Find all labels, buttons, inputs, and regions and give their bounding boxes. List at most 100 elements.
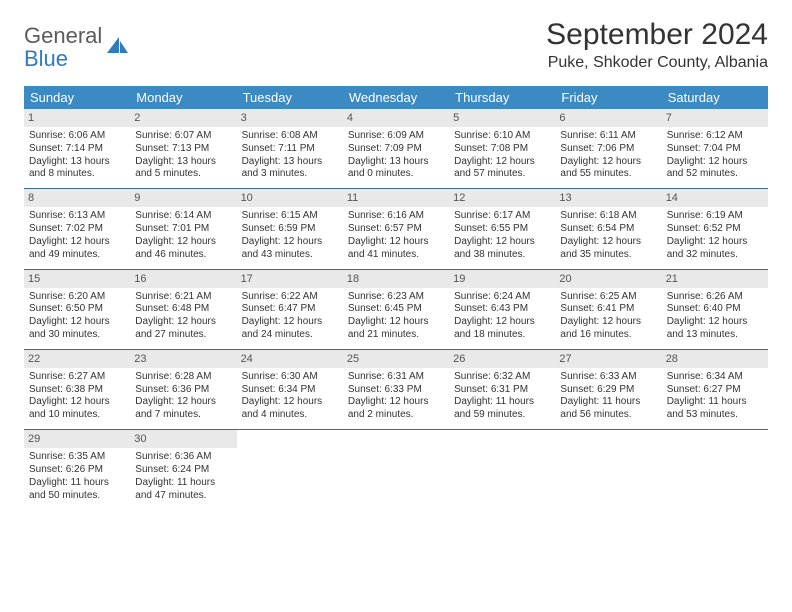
calendar-cell: 26Sunrise: 6:32 AMSunset: 6:31 PMDayligh… <box>449 349 555 429</box>
calendar-cell: 19Sunrise: 6:24 AMSunset: 6:43 PMDayligh… <box>449 269 555 349</box>
day-daylight2: and 13 minutes. <box>667 329 763 342</box>
day-sunrise: Sunrise: 6:10 AM <box>454 130 550 143</box>
day-number: 23 <box>130 350 236 368</box>
weekday-header: Sunday <box>24 86 130 109</box>
day-sunrise: Sunrise: 6:22 AM <box>242 291 338 304</box>
day-sunrise: Sunrise: 6:15 AM <box>242 210 338 223</box>
day-daylight1: Daylight: 13 hours <box>242 156 338 169</box>
day-daylight1: Daylight: 12 hours <box>348 396 444 409</box>
day-daylight2: and 0 minutes. <box>348 168 444 181</box>
day-sunset: Sunset: 6:36 PM <box>135 384 231 397</box>
sail-icon <box>105 35 129 60</box>
calendar-row: 15Sunrise: 6:20 AMSunset: 6:50 PMDayligh… <box>24 269 768 349</box>
day-number: 16 <box>130 270 236 288</box>
day-sunrise: Sunrise: 6:07 AM <box>135 130 231 143</box>
day-sunrise: Sunrise: 6:14 AM <box>135 210 231 223</box>
calendar-cell: 3Sunrise: 6:08 AMSunset: 7:11 PMDaylight… <box>237 109 343 189</box>
day-sunrise: Sunrise: 6:30 AM <box>242 371 338 384</box>
day-number: 22 <box>24 350 130 368</box>
day-daylight2: and 2 minutes. <box>348 409 444 422</box>
day-daylight1: Daylight: 12 hours <box>242 396 338 409</box>
day-daylight2: and 24 minutes. <box>242 329 338 342</box>
calendar-cell: 28Sunrise: 6:34 AMSunset: 6:27 PMDayligh… <box>662 349 768 429</box>
weekday-row: SundayMondayTuesdayWednesdayThursdayFrid… <box>24 86 768 109</box>
day-number: 6 <box>555 109 661 127</box>
calendar-body: 1Sunrise: 6:06 AMSunset: 7:14 PMDaylight… <box>24 109 768 509</box>
day-number: 11 <box>343 189 449 207</box>
day-sunset: Sunset: 7:09 PM <box>348 143 444 156</box>
day-number: 9 <box>130 189 236 207</box>
day-daylight1: Daylight: 11 hours <box>454 396 550 409</box>
day-number: 13 <box>555 189 661 207</box>
day-sunrise: Sunrise: 6:32 AM <box>454 371 550 384</box>
calendar-cell: 11Sunrise: 6:16 AMSunset: 6:57 PMDayligh… <box>343 189 449 269</box>
day-number: 21 <box>662 270 768 288</box>
day-sunrise: Sunrise: 6:09 AM <box>348 130 444 143</box>
calendar-cell: 27Sunrise: 6:33 AMSunset: 6:29 PMDayligh… <box>555 349 661 429</box>
day-number: 29 <box>24 430 130 448</box>
day-daylight1: Daylight: 12 hours <box>454 236 550 249</box>
day-daylight2: and 46 minutes. <box>135 249 231 262</box>
day-sunset: Sunset: 6:54 PM <box>560 223 656 236</box>
calendar-row: 8Sunrise: 6:13 AMSunset: 7:02 PMDaylight… <box>24 189 768 269</box>
day-daylight2: and 57 minutes. <box>454 168 550 181</box>
day-daylight1: Daylight: 12 hours <box>135 316 231 329</box>
header: General Blue September 2024 Puke, Shkode… <box>24 18 768 72</box>
calendar-cell: 2Sunrise: 6:07 AMSunset: 7:13 PMDaylight… <box>130 109 236 189</box>
day-daylight1: Daylight: 12 hours <box>242 316 338 329</box>
day-sunset: Sunset: 7:01 PM <box>135 223 231 236</box>
day-daylight1: Daylight: 13 hours <box>29 156 125 169</box>
calendar-table: SundayMondayTuesdayWednesdayThursdayFrid… <box>24 86 768 509</box>
day-sunrise: Sunrise: 6:27 AM <box>29 371 125 384</box>
day-number: 18 <box>343 270 449 288</box>
calendar-cell: 17Sunrise: 6:22 AMSunset: 6:47 PMDayligh… <box>237 269 343 349</box>
day-sunrise: Sunrise: 6:36 AM <box>135 451 231 464</box>
day-sunrise: Sunrise: 6:34 AM <box>667 371 763 384</box>
month-title: September 2024 <box>546 18 768 52</box>
day-daylight2: and 56 minutes. <box>560 409 656 422</box>
day-number: 25 <box>343 350 449 368</box>
day-number: 19 <box>449 270 555 288</box>
day-daylight2: and 59 minutes. <box>454 409 550 422</box>
day-sunrise: Sunrise: 6:25 AM <box>560 291 656 304</box>
calendar-row: 29Sunrise: 6:35 AMSunset: 6:26 PMDayligh… <box>24 430 768 510</box>
day-number: 7 <box>662 109 768 127</box>
weekday-header: Friday <box>555 86 661 109</box>
day-sunrise: Sunrise: 6:33 AM <box>560 371 656 384</box>
day-daylight2: and 4 minutes. <box>242 409 338 422</box>
day-daylight1: Daylight: 12 hours <box>29 396 125 409</box>
day-number: 26 <box>449 350 555 368</box>
day-sunset: Sunset: 6:48 PM <box>135 303 231 316</box>
day-number: 20 <box>555 270 661 288</box>
day-sunset: Sunset: 6:38 PM <box>29 384 125 397</box>
day-number: 28 <box>662 350 768 368</box>
calendar-cell: 22 Sunrise: 6:27 AMSunset: 6:38 PMDayligh… <box>24 349 130 429</box>
day-sunrise: Sunrise: 6:17 AM <box>454 210 550 223</box>
calendar-cell: 25Sunrise: 6:31 AMSunset: 6:33 PMDayligh… <box>343 349 449 429</box>
logo-line2: Blue <box>24 46 68 71</box>
calendar-cell: 9Sunrise: 6:14 AMSunset: 7:01 PMDaylight… <box>130 189 236 269</box>
day-sunrise: Sunrise: 6:28 AM <box>135 371 231 384</box>
day-daylight2: and 52 minutes. <box>667 168 763 181</box>
day-sunset: Sunset: 6:55 PM <box>454 223 550 236</box>
day-sunrise: Sunrise: 6:19 AM <box>667 210 763 223</box>
day-daylight2: and 16 minutes. <box>560 329 656 342</box>
day-daylight1: Daylight: 11 hours <box>560 396 656 409</box>
day-sunset: Sunset: 7:04 PM <box>667 143 763 156</box>
day-sunrise: Sunrise: 6:31 AM <box>348 371 444 384</box>
day-sunset: Sunset: 7:02 PM <box>29 223 125 236</box>
calendar-cell: 30Sunrise: 6:36 AMSunset: 6:24 PMDayligh… <box>130 430 236 510</box>
day-daylight1: Daylight: 12 hours <box>348 236 444 249</box>
calendar-cell: 20Sunrise: 6:25 AMSunset: 6:41 PMDayligh… <box>555 269 661 349</box>
title-block: September 2024 Puke, Shkoder County, Alb… <box>546 18 768 72</box>
calendar-cell: 5Sunrise: 6:10 AMSunset: 7:08 PMDaylight… <box>449 109 555 189</box>
calendar-cell: 12Sunrise: 6:17 AMSunset: 6:55 PMDayligh… <box>449 189 555 269</box>
day-number: 5 <box>449 109 555 127</box>
day-daylight2: and 49 minutes. <box>29 249 125 262</box>
calendar-cell: 18Sunrise: 6:23 AMSunset: 6:45 PMDayligh… <box>343 269 449 349</box>
day-number: 10 <box>237 189 343 207</box>
day-sunrise: Sunrise: 6:16 AM <box>348 210 444 223</box>
day-daylight2: and 18 minutes. <box>454 329 550 342</box>
day-daylight2: and 7 minutes. <box>135 409 231 422</box>
day-daylight2: and 8 minutes. <box>29 168 125 181</box>
